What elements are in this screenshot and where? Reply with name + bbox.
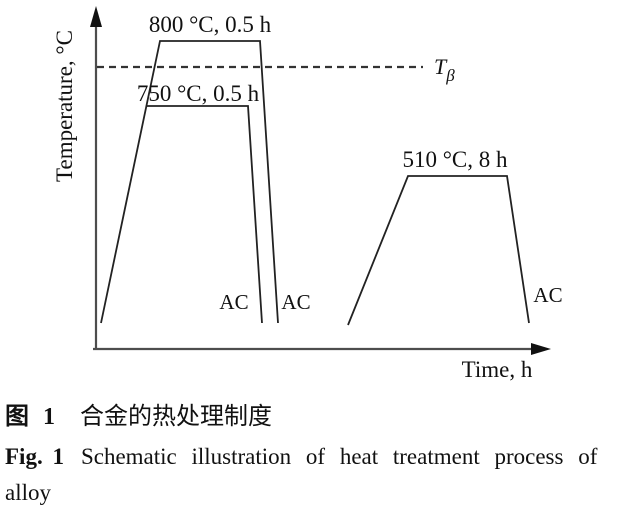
ac-label-750: AC: [219, 290, 248, 314]
caption-english-line2: alloy: [5, 480, 51, 505]
caption-english-line1: Fig. 1 Schematic illustration of heat tre…: [5, 444, 629, 470]
stage-510-label: 510 °C, 8 h: [402, 147, 508, 172]
beta-transus-label: Tβ: [434, 54, 455, 85]
caption-english-text: Schematic illustration of heat treatment…: [80, 444, 598, 469]
ac-label-510: AC: [533, 283, 562, 307]
beta-transus-symbol: T: [434, 54, 448, 79]
caption-chinese-number: 图 1: [5, 404, 59, 430]
caption-chinese-text: 合金的热处理制度: [80, 404, 272, 430]
y-axis-label: Temperature, °C: [52, 30, 77, 182]
heat-treatment-diagram: Temperature, °C Time, h Tβ 800 °C, 0.5 h…: [52, 6, 563, 382]
beta-transus-subscript: β: [445, 66, 455, 85]
y-axis-arrow-icon: [90, 6, 102, 27]
stage-750-label: 750 °C, 0.5 h: [137, 81, 260, 106]
curve-solution-800: [100, 40, 279, 324]
curve-solution-750: [146, 105, 263, 324]
ac-label-800: AC: [281, 290, 310, 314]
caption-chinese: 图 1 合金的热处理制度: [5, 396, 272, 431]
x-axis-label: Time, h: [462, 357, 533, 382]
curve-aging-510: [347, 175, 530, 326]
caption-english-number: Fig. 1: [5, 444, 64, 469]
x-axis-arrow-icon: [531, 343, 551, 355]
stage-800-label: 800 °C, 0.5 h: [149, 12, 272, 37]
